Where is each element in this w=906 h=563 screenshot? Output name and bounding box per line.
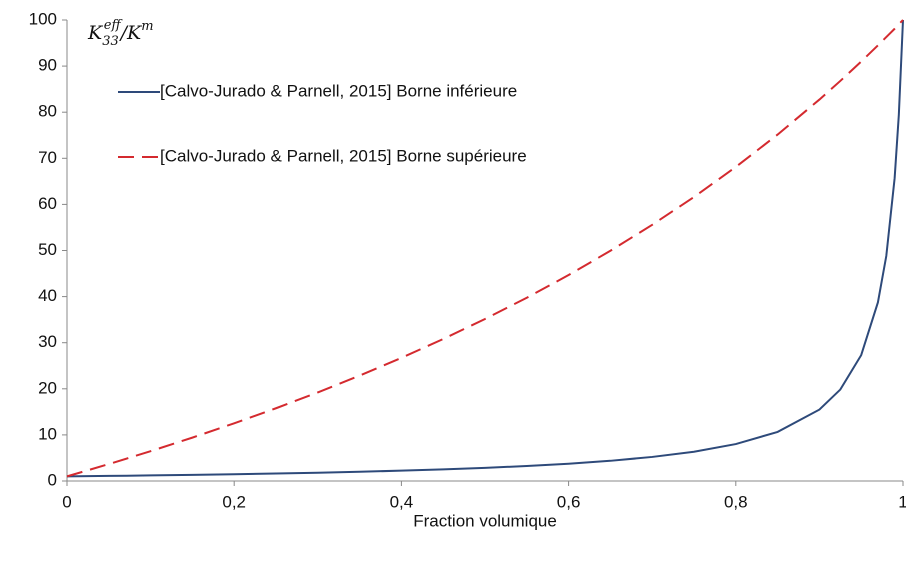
x-tick-label: 0,8: [724, 492, 748, 511]
legend-label: [Calvo-Jurado & Parnell, 2015] Borne sup…: [160, 146, 527, 165]
y-tick-label: 60: [38, 194, 57, 213]
x-tick-label: 1: [898, 492, 906, 511]
y-label-base: K: [87, 22, 104, 44]
y-tick-label: 100: [29, 9, 57, 28]
y-tick-label: 90: [38, 56, 57, 75]
y-label-rest-sup: m: [141, 19, 153, 34]
y-tick-label: 80: [38, 102, 57, 121]
y-tick-label: 50: [38, 240, 57, 259]
series-line: [66, 19, 904, 478]
y-tick-label: 30: [38, 332, 57, 351]
y-label-sup: eff: [104, 18, 124, 33]
x-tick-label: 0: [62, 492, 71, 511]
x-tick-label: 0,2: [222, 492, 246, 511]
x-axis-label: Fraction volumique: [413, 511, 557, 530]
y-tick-label: 10: [38, 424, 57, 443]
y-tick-label: 20: [38, 378, 57, 397]
y-label-sub: 33: [102, 34, 119, 49]
legend-label: [Calvo-Jurado & Parnell, 2015] Borne inf…: [160, 81, 517, 100]
y-tick-label: 70: [38, 148, 57, 167]
y-label-rest: /K: [119, 22, 143, 44]
y-tick-label: 40: [38, 286, 57, 305]
y-axis-label: K33eff/Km: [87, 18, 154, 49]
x-tick-label: 0,6: [557, 492, 581, 511]
y-tick-label: 0: [48, 470, 57, 489]
series-line: [66, 19, 904, 478]
x-tick-label: 0,4: [390, 492, 414, 511]
